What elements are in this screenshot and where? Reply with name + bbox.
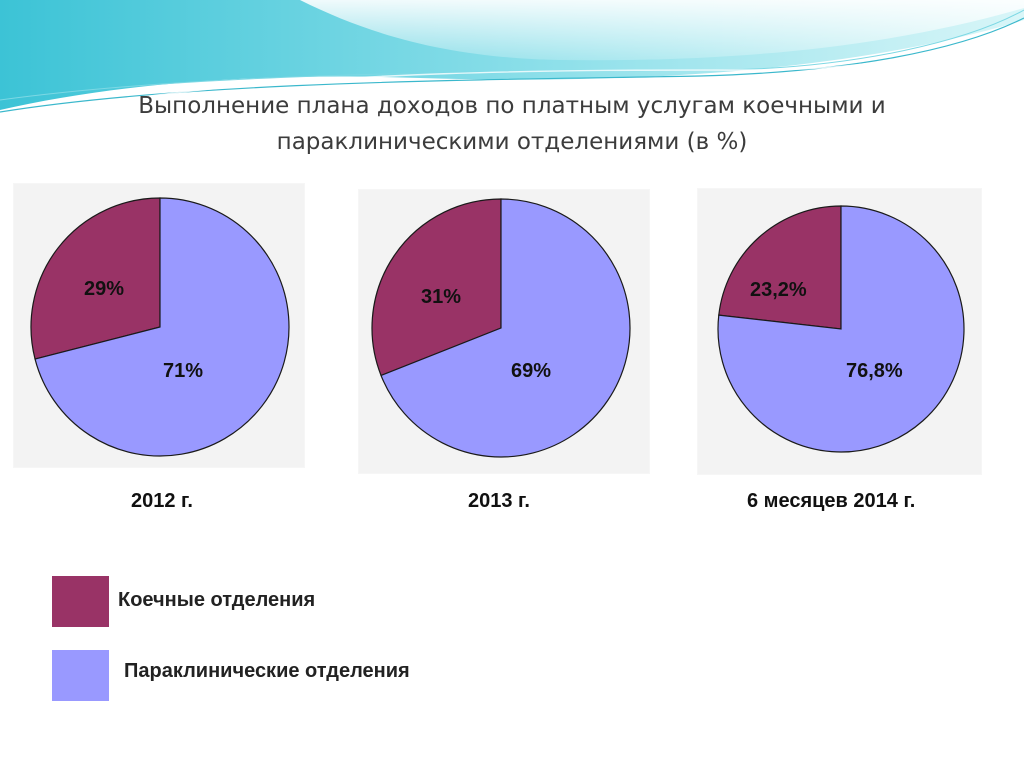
header-wave-decoration [0, 0, 1024, 113]
pie-2012-label-inpatient: 29% [84, 278, 125, 300]
pie-chart-2014 [717, 205, 965, 453]
pie-chart-2012 [30, 197, 290, 457]
wave-line-3 [119, 29, 1024, 101]
legend-swatch-inpatient [52, 576, 109, 627]
wave-band-highlight [300, 0, 1024, 61]
year-label-2012: 2012 г. [131, 490, 193, 512]
legend-label-paraclinical: Параклинические отделения [124, 660, 410, 682]
slide-title-line-2: параклиническими отделениями (в %) [276, 129, 748, 155]
pie-2014-slice-inpatient [718, 205, 842, 330]
legend-swatch-paraclinical [52, 650, 109, 701]
pie-2012-slice-paraclinical [34, 197, 290, 457]
pie-2012-slice-inpatient [30, 197, 161, 360]
pie-2014-label-inpatient: 23,2% [750, 279, 807, 301]
pie-2013-slice-paraclinical [380, 198, 631, 458]
pie-2014-label-paraclinical: 76,8% [846, 360, 903, 382]
pie-2014-slice-paraclinical [717, 205, 965, 453]
year-label-2014: 6 месяцев 2014 г. [747, 490, 916, 512]
pie-2013-slice-inpatient [371, 198, 502, 377]
pie-2012-label-paraclinical: 71% [163, 360, 204, 382]
year-label-2013: 2013 г. [468, 490, 530, 512]
slide-title-line-1: Выполнение плана доходов по платным услу… [138, 93, 886, 119]
pie-2013-label-inpatient: 31% [421, 286, 462, 308]
pie-chart-2013 [371, 198, 631, 458]
slide-title: Выполнение плана доходов по платным услу… [112, 88, 912, 160]
pie-2013-label-paraclinical: 69% [511, 360, 552, 382]
legend-label-inpatient: Коечные отделения [118, 589, 316, 611]
